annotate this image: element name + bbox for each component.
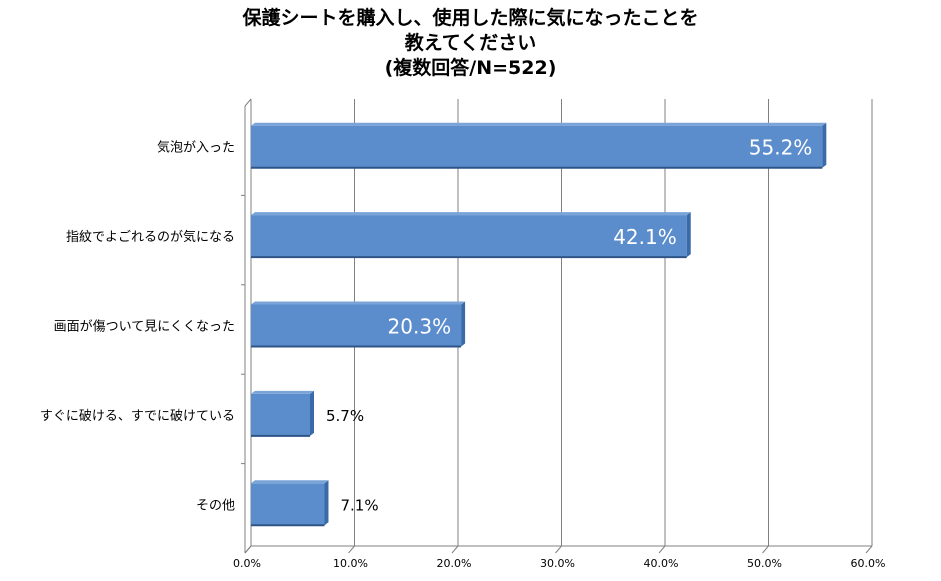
bar-side <box>324 480 329 526</box>
y-axis-top <box>244 98 252 107</box>
category-label: 気泡が入った <box>157 140 235 156</box>
gridline-base <box>658 545 666 554</box>
bar <box>251 483 325 526</box>
x-tick-label: 60.0% <box>851 557 886 570</box>
x-tick-label: 20.0% <box>437 557 472 570</box>
chart-title-line-3: (複数回答/N=522) <box>384 57 557 79</box>
data-label: 5.7% <box>326 407 364 425</box>
bar-side <box>309 390 314 436</box>
data-label: 20.3% <box>388 315 452 339</box>
x-tick-label: 0.0% <box>233 557 261 570</box>
data-label: 42.1% <box>613 225 677 249</box>
bar <box>251 304 462 347</box>
chart-title-line-2: 教えてください <box>404 32 537 54</box>
data-label: 55.2% <box>749 136 813 160</box>
bar-top <box>251 480 329 484</box>
gridline-base <box>865 545 873 554</box>
chart-title-line-1: 保護シートを購入し、使用した際に気になったことを <box>242 7 699 29</box>
bar-side <box>461 301 466 347</box>
gridline-base <box>762 545 769 554</box>
bar <box>251 215 687 258</box>
bar-top <box>251 301 466 305</box>
bar <box>251 393 310 436</box>
chart-title: 保護シートを購入し、使用した際に気になったことを 教えてください (複数回答/N… <box>0 6 941 81</box>
category-label: すぐに破ける、すでに破けている <box>40 409 235 424</box>
x-tick-label: 30.0% <box>540 557 575 570</box>
gridline-base <box>244 545 252 554</box>
category-label: 指紋でよごれるのが気になる <box>66 229 235 245</box>
bar-top <box>251 212 691 216</box>
bar-side <box>822 122 827 168</box>
category-label: 画面が傷ついて見にくくなった <box>54 320 235 335</box>
x-tick-label: 50.0% <box>747 557 782 570</box>
data-label: 7.1% <box>340 496 378 514</box>
gridline-base <box>451 545 459 554</box>
bar-top <box>251 390 314 394</box>
bar-side <box>686 212 691 258</box>
x-tick-label: 40.0% <box>644 557 679 570</box>
bar-top <box>251 122 827 126</box>
x-tick-label: 10.0% <box>333 557 368 570</box>
bar <box>251 125 823 168</box>
gridline-base <box>555 545 562 554</box>
gridline-base <box>348 545 355 554</box>
category-label: その他 <box>196 498 235 513</box>
